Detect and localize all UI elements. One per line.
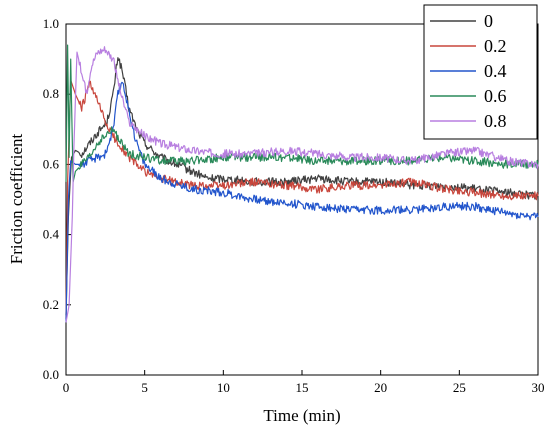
y-axis: 0.0 0.2 0.4 0.6 0.8 1.0 [43,16,71,382]
y-tick-label: 0.2 [43,297,59,312]
series-lines [65,44,539,323]
legend-label: 0.6 [484,86,507,106]
series-line-2 [65,81,539,323]
x-axis: 0 5 10 15 20 25 30 [63,370,545,395]
series-line-1 [65,79,539,319]
y-tick-label: 0.0 [43,367,59,382]
y-tick-label: 0.4 [43,227,60,242]
x-tick-label: 15 [296,380,309,395]
series-line-3 [65,44,539,183]
x-tick-label: 5 [141,380,148,395]
y-tick-label: 0.6 [43,156,60,171]
x-tick-label: 30 [532,380,545,395]
legend-label: 0.8 [484,111,507,131]
series-line-4 [65,46,539,323]
y-tick-label: 1.0 [43,16,59,31]
x-tick-label: 10 [217,380,230,395]
x-tick-label: 0 [63,380,70,395]
x-axis-title: Time (min) [263,406,340,425]
legend-label: 0.2 [484,36,507,56]
legend-box [423,4,538,140]
series-line-0 [65,57,539,316]
legend: 0 0.2 0.4 0.6 0.8 [423,4,538,140]
y-axis-title: Friction coefficient [7,134,26,265]
x-tick-label: 25 [453,380,466,395]
y-tick-label: 0.8 [43,86,59,101]
legend-label: 0.4 [484,61,507,81]
legend-label: 0 [484,11,493,31]
x-tick-label: 20 [374,380,387,395]
